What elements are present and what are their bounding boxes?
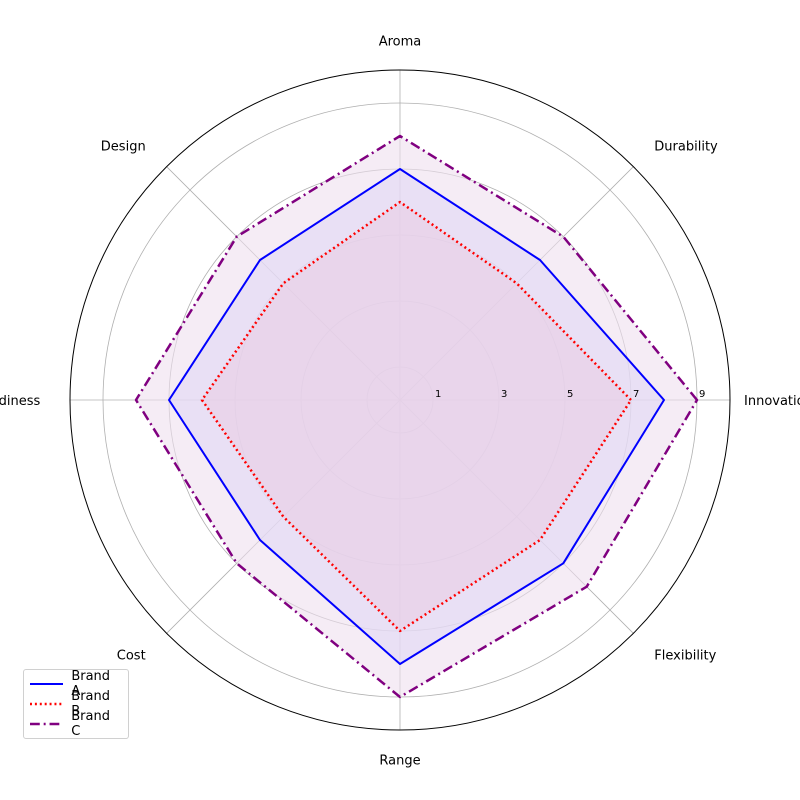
axis-label-7: Flexibility: [654, 648, 716, 663]
axis-label-0: Innovation: [744, 394, 800, 409]
radial-tick-2: 5: [567, 389, 573, 400]
legend-item-1: Brand B: [30, 689, 122, 719]
legend-swatch-2: [30, 722, 64, 726]
legend-item-2: Brand C: [30, 709, 122, 739]
legend: Brand A Brand B Brand C: [23, 669, 129, 739]
axis-label-1: Durability: [654, 140, 718, 155]
outer-frame: [69, 69, 731, 731]
radial-tick-0: 1: [435, 389, 441, 400]
radial-tick-3: 7: [633, 389, 639, 400]
series-line-1: [200, 200, 633, 633]
legend-label-0: Brand A: [71, 669, 111, 699]
series-line-2: [134, 134, 699, 699]
legend-swatch-1: [30, 702, 64, 706]
series-lines: [134, 134, 699, 699]
series-fills: [136, 136, 697, 697]
legend-swatch-0: [30, 683, 64, 685]
series-fill-2: [136, 136, 697, 697]
legend-item-0: Brand A: [30, 669, 122, 699]
axis-label-2: Aroma: [379, 34, 422, 49]
axis-label-4: Trendiness: [0, 394, 41, 409]
legend-label-2: Brand C: [71, 709, 110, 739]
axis-label-6: Range: [379, 754, 420, 769]
series-line-0: [168, 168, 665, 665]
chart-labels: Innovation Durability Aroma Design Trendines…: [0, 34, 800, 768]
axis-label-3: Design: [101, 140, 146, 155]
legend-label-1: Brand B: [71, 689, 111, 719]
radial-tick-1: 3: [501, 389, 507, 400]
axis-label-5: Cost: [117, 648, 146, 663]
radial-tick-4: 9: [699, 389, 705, 400]
